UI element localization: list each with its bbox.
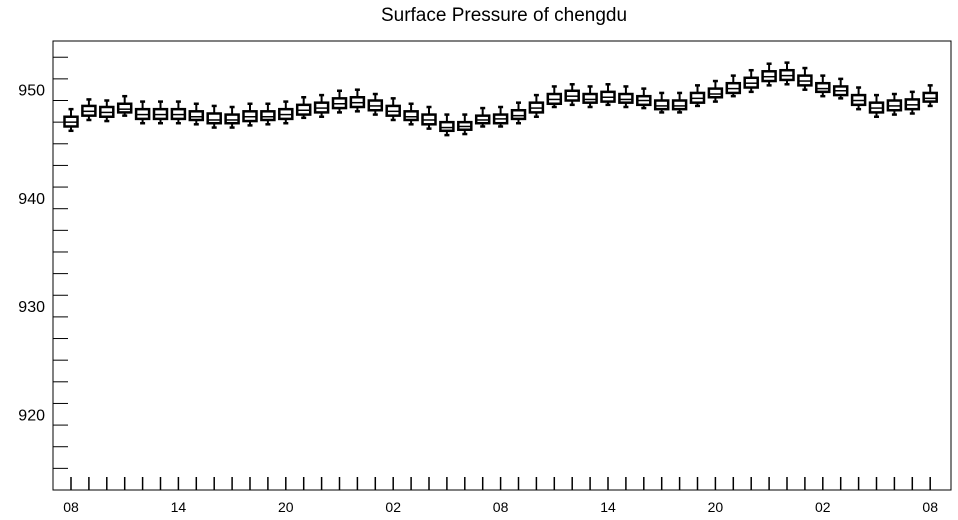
box-item [367, 92, 384, 116]
y-axis: 920 930 940 950 [18, 56, 68, 491]
x-tick-label: 14 [171, 499, 187, 515]
y-tick-label: 950 [18, 83, 45, 100]
box-item [260, 102, 276, 126]
box [653, 99, 670, 111]
box-item [492, 105, 509, 128]
box-item [582, 85, 598, 109]
box-item [99, 99, 115, 123]
box [224, 113, 240, 125]
box [815, 81, 831, 94]
box-item [743, 68, 759, 94]
box-item [439, 113, 455, 137]
x-tick-label: 02 [385, 499, 401, 515]
box-item [403, 102, 419, 126]
box [618, 92, 634, 104]
y-tick-label: 920 [18, 407, 45, 424]
box-item [815, 74, 831, 98]
box [403, 110, 419, 122]
box-item [528, 93, 545, 118]
box-item [188, 102, 205, 126]
box [707, 87, 724, 99]
x-tick-label: 08 [493, 499, 509, 515]
box [206, 112, 222, 125]
box-item [242, 102, 258, 127]
x-axis: 08 14 20 02 08 14 20 02 08 [63, 477, 938, 515]
box [922, 91, 938, 103]
box-item [546, 85, 563, 109]
box-item [922, 84, 938, 108]
x-tick-label: 08 [922, 499, 938, 515]
box-item [134, 100, 151, 125]
box-item [457, 113, 473, 136]
box [116, 102, 133, 114]
x-tick-label: 08 [63, 499, 79, 515]
box-item [671, 91, 688, 114]
box-item [689, 84, 706, 108]
box-item [295, 96, 312, 120]
box-item [224, 105, 240, 129]
box [671, 99, 688, 111]
x-tick-label: 02 [815, 499, 831, 515]
box-item [564, 83, 580, 107]
box-item [63, 107, 79, 133]
box-item [618, 85, 634, 109]
box [582, 92, 598, 104]
box-item [797, 66, 813, 91]
box-item [421, 105, 437, 130]
box-item [779, 61, 795, 86]
box [439, 120, 455, 133]
box-item [707, 79, 724, 103]
box-item [886, 92, 903, 116]
box-item [331, 89, 348, 114]
box-item [600, 83, 616, 107]
y-tick-label: 940 [18, 191, 45, 208]
box-item [170, 100, 187, 125]
box-item [313, 93, 330, 118]
x-tick-label: 20 [708, 499, 724, 515]
box-item [510, 101, 527, 125]
box-item [81, 98, 97, 122]
boxplot-series [63, 61, 938, 137]
box-item [278, 100, 294, 125]
box-item [116, 94, 133, 117]
x-tick-label: 20 [278, 499, 294, 515]
box-item [385, 97, 401, 122]
box-item [850, 86, 867, 111]
x-tick-label: 14 [600, 499, 616, 515]
box-item [832, 77, 849, 100]
box-item [761, 62, 777, 87]
box-item [206, 104, 222, 129]
y-tick-label: 930 [18, 299, 45, 316]
box-item [636, 87, 652, 110]
box-item [653, 91, 670, 114]
box [510, 108, 527, 121]
box-item [474, 106, 491, 128]
box-item [725, 74, 742, 98]
box-item [868, 93, 885, 118]
box-item [152, 100, 169, 125]
box-item [349, 88, 366, 113]
box-item [904, 90, 921, 115]
box [260, 110, 276, 122]
chart-title: Surface Pressure of chengdu [381, 5, 627, 26]
box [188, 110, 205, 122]
plot-frame [52, 40, 952, 491]
